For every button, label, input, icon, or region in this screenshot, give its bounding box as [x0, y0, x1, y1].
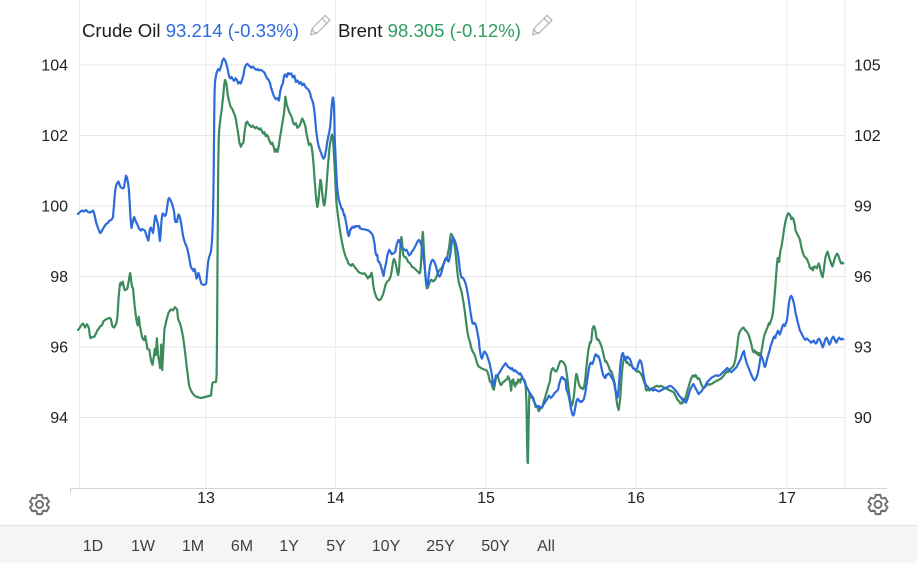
svg-text:50Y: 50Y [481, 538, 510, 555]
svg-text:104: 104 [41, 58, 68, 75]
svg-text:96: 96 [854, 269, 872, 286]
svg-text:1D: 1D [83, 538, 103, 555]
svg-text:102: 102 [854, 128, 881, 145]
svg-text:14: 14 [327, 490, 345, 507]
svg-text:16: 16 [627, 490, 645, 507]
svg-text:90: 90 [854, 410, 872, 427]
svg-text:25Y: 25Y [426, 538, 455, 555]
svg-text:5Y: 5Y [326, 538, 346, 555]
svg-text:96: 96 [50, 340, 68, 357]
svg-text:100: 100 [41, 199, 68, 216]
svg-text:94: 94 [50, 410, 68, 427]
svg-text:105: 105 [854, 58, 881, 75]
svg-text:15: 15 [477, 490, 495, 507]
svg-text:1M: 1M [182, 538, 204, 555]
svg-text:Brent 98.305 (-0.12%): Brent 98.305 (-0.12%) [338, 20, 521, 41]
svg-text:1Y: 1Y [279, 538, 299, 555]
svg-text:93: 93 [854, 340, 872, 357]
svg-text:13: 13 [197, 490, 215, 507]
svg-text:17: 17 [778, 490, 796, 507]
svg-text:1W: 1W [131, 538, 156, 555]
svg-text:98: 98 [50, 269, 68, 286]
svg-text:10Y: 10Y [372, 538, 401, 555]
svg-text:Crude Oil 93.214 (-0.33%): Crude Oil 93.214 (-0.33%) [82, 20, 299, 41]
svg-text:102: 102 [41, 128, 68, 145]
svg-text:99: 99 [854, 199, 872, 216]
svg-text:All: All [537, 538, 555, 555]
svg-text:6M: 6M [231, 538, 253, 555]
